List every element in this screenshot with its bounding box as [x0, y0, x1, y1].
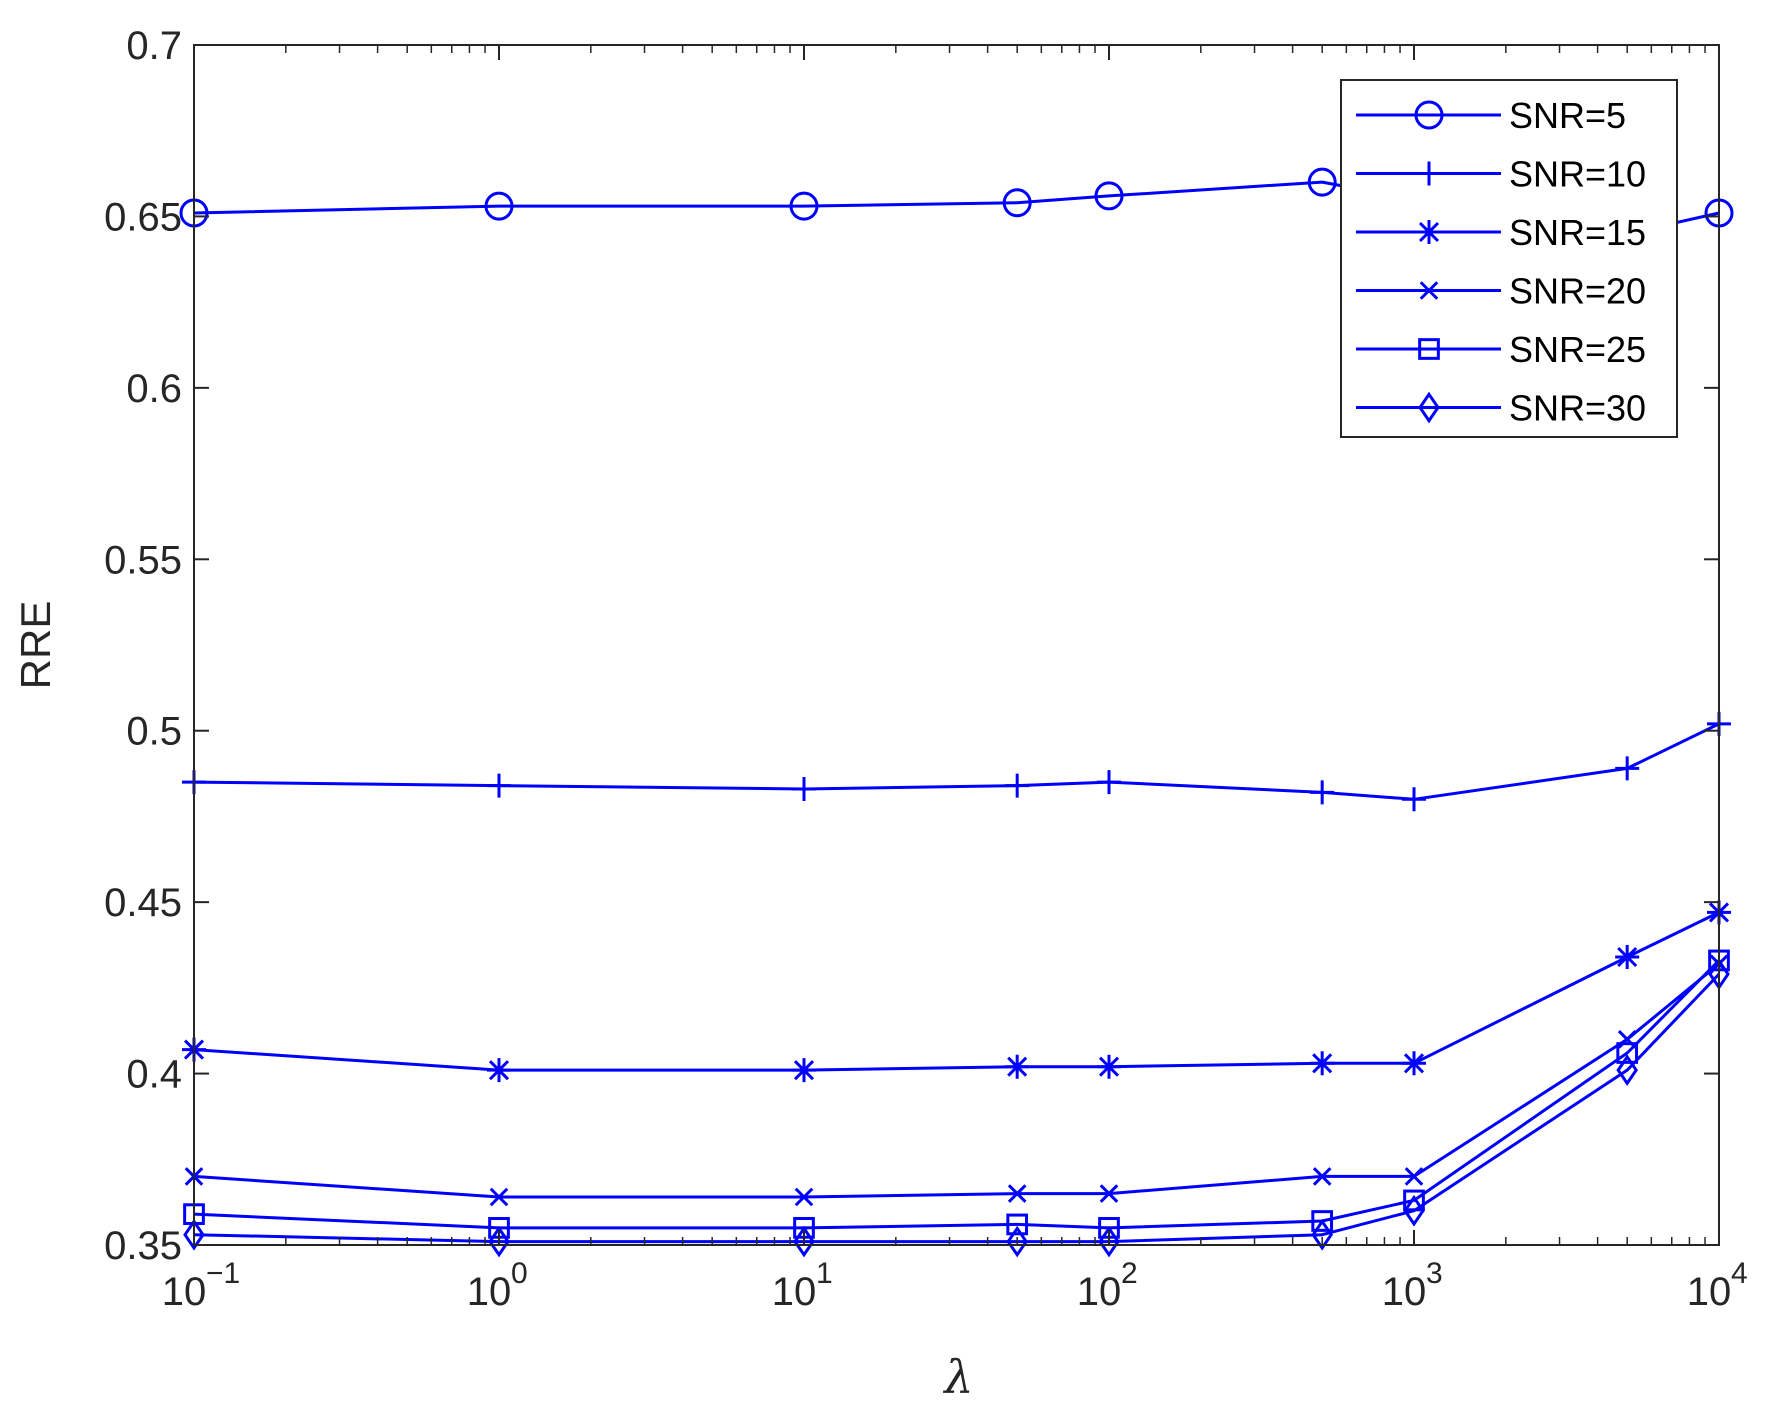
data-point-asterisk	[1310, 1051, 1335, 1076]
plot-frame	[193, 44, 1720, 1246]
y-tick-label: 0.45	[104, 881, 182, 925]
y-tick-label: 0.35	[104, 1224, 182, 1268]
legend-item: SNR=15	[1356, 212, 1646, 253]
data-point-circle	[1094, 181, 1124, 211]
data-point-plus	[1417, 161, 1441, 186]
legend-item: SNR=30	[1356, 388, 1646, 429]
data-point-x	[1404, 1167, 1424, 1186]
x-tick-label-base: 10	[467, 1270, 512, 1314]
legend-label: SNR=5	[1509, 95, 1626, 136]
y-axis-label: RRE	[12, 601, 59, 690]
x-tick-label: 10 1	[772, 1257, 833, 1314]
x-tick-label-exponent: 4	[1731, 1257, 1748, 1290]
data-point-circle	[1414, 100, 1444, 130]
data-point-asterisk	[487, 1058, 511, 1083]
x-tick-label: 10 0	[467, 1257, 528, 1314]
legend-label: SNR=20	[1509, 271, 1646, 312]
data-point-asterisk	[1402, 1051, 1426, 1076]
y-tick-label: 0.6	[126, 367, 182, 411]
legend-item: SNR=10	[1356, 154, 1646, 195]
data-point-square	[1418, 338, 1440, 360]
x-tick-label-base: 10	[1077, 1270, 1122, 1314]
x-tick-label-base: 10	[162, 1270, 207, 1314]
data-point-plus	[1005, 773, 1030, 798]
legend-label: SNR=15	[1509, 212, 1646, 253]
y-tick-label: 0.7	[126, 24, 182, 68]
data-point-diamond	[1098, 1225, 1120, 1258]
y-tick-label: 0.55	[104, 538, 182, 582]
data-point-circle	[1002, 188, 1032, 218]
data-point-circle	[1307, 167, 1337, 197]
axis-ticks	[193, 44, 1720, 1246]
data-point-circle	[484, 191, 514, 221]
x-tick-label-base: 10	[772, 1270, 817, 1314]
data-point-diamond	[1311, 1218, 1334, 1251]
x-tick-label-exponent: 3	[1426, 1257, 1443, 1290]
data-point-plus	[1615, 756, 1640, 781]
x-tick-label-base: 10	[1687, 1270, 1732, 1314]
legend-label: SNR=30	[1509, 388, 1646, 429]
legend-item: SNR=20	[1356, 271, 1646, 312]
data-point-square	[1616, 1042, 1639, 1064]
data-point-x	[794, 1187, 814, 1207]
legend-label: SNR=25	[1509, 329, 1646, 370]
data-point-diamond	[1616, 1054, 1639, 1087]
x-tick-label-exponent: 1	[816, 1257, 833, 1290]
data-point-diamond	[488, 1225, 510, 1258]
data-point-diamond	[1418, 391, 1440, 424]
data-point-x	[1099, 1184, 1119, 1203]
data-point-diamond	[1006, 1225, 1029, 1258]
data-point-asterisk	[792, 1058, 816, 1083]
legend-item: SNR=5	[1356, 95, 1626, 136]
y-tick-label: 0.4	[126, 1053, 182, 1097]
x-tick-label-exponent: 0	[511, 1257, 528, 1290]
x-tick-label: 10 2	[1077, 1257, 1138, 1314]
x-tick-label-base: 10	[1382, 1270, 1427, 1314]
data-point-square	[1311, 1210, 1334, 1232]
data-point-diamond	[1403, 1194, 1425, 1227]
data-point-x	[1419, 281, 1439, 300]
data-point-plus	[487, 773, 511, 798]
x-tick-label-exponent: −1	[206, 1257, 240, 1290]
data-point-x	[1312, 1167, 1332, 1186]
axis-labels: 0.350.40.450.50.550.60.650.710 −1 10 0 10 1 10…	[104, 24, 1748, 1314]
data-point-asterisk	[1097, 1054, 1121, 1079]
data-point-asterisk	[1005, 1054, 1030, 1079]
data-point-diamond	[183, 1218, 205, 1251]
x-tick-label: 10 −1	[162, 1257, 240, 1314]
data-point-x	[1007, 1184, 1027, 1203]
data-point-asterisk	[1417, 220, 1441, 244]
legend-item: SNR=25	[1356, 329, 1646, 370]
x-tick-label: 10 4	[1687, 1257, 1748, 1314]
data-point-square	[1006, 1213, 1029, 1236]
data-point-circle	[789, 191, 819, 221]
x-axis-label: λ	[942, 1350, 973, 1404]
data-point-plus	[1097, 770, 1121, 795]
x-tick-label-exponent: 2	[1121, 1257, 1138, 1290]
legend-label: SNR=10	[1509, 154, 1646, 195]
data-point-asterisk	[1615, 945, 1640, 969]
data-point-plus	[1402, 787, 1426, 812]
y-tick-label: 0.5	[126, 710, 182, 754]
y-tick-label: 0.65	[104, 195, 182, 239]
legend: SNR=5 SNR=10 SNR=15 SNR=20 SNR=25 SNR=30	[1340, 79, 1678, 438]
data-point-x	[489, 1187, 509, 1207]
legend-box	[1340, 79, 1678, 438]
data-point-plus	[1310, 780, 1335, 805]
x-tick-label: 10 3	[1382, 1257, 1443, 1314]
data-point-plus	[792, 777, 816, 801]
data-point-diamond	[793, 1225, 815, 1258]
